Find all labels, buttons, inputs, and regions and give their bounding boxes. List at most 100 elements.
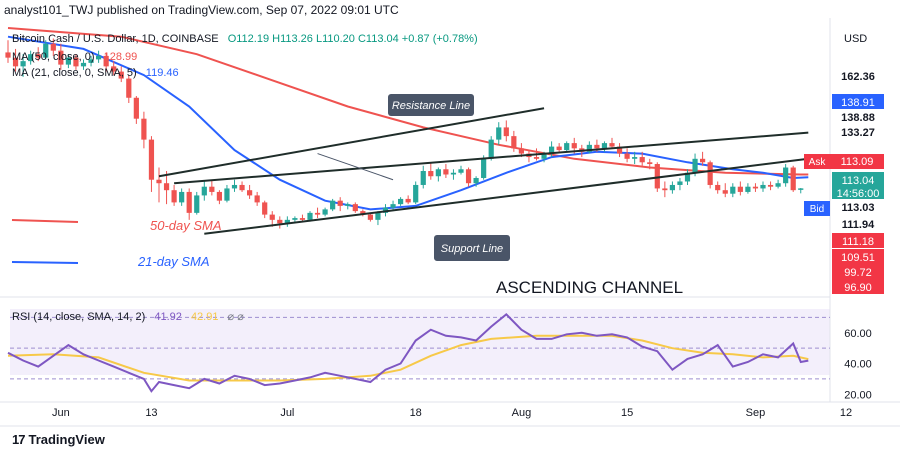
resistance-pointer-line[interactable]: [317, 153, 394, 181]
candle-body: [345, 204, 351, 206]
candle-body: [639, 157, 645, 163]
candle: [345, 202, 351, 210]
candle: [186, 188, 192, 220]
candle: [156, 167, 162, 203]
price-tag-box: [832, 124, 884, 139]
candle-body: [50, 43, 56, 51]
svg-text:Bitcoin Cash / U.S. Dollar, 1D: Bitcoin Cash / U.S. Dollar, 1D, COINBASE…: [12, 33, 478, 45]
candle-body: [337, 200, 343, 206]
candle: [179, 188, 185, 206]
legend-symbol: Bitcoin Cash / U.S. Dollar, 1D, COINBASE: [12, 33, 219, 45]
candle-body: [541, 153, 547, 159]
candle-body: [443, 169, 449, 175]
price-pane[interactable]: [0, 18, 830, 296]
candle: [133, 96, 139, 124]
candle: [367, 212, 373, 222]
tradingview-mark-icon: 17: [12, 432, 26, 447]
candle: [473, 176, 479, 187]
candle-body: [5, 52, 11, 58]
candle-body: [65, 57, 71, 65]
candle-body: [632, 157, 638, 159]
rsi-tick-label: 40.00: [844, 359, 872, 371]
candle-body: [96, 55, 102, 60]
candle-body: [669, 184, 675, 191]
price-tag-box: [832, 199, 884, 214]
candle: [752, 183, 759, 192]
time-axis: Jun 13 Jul 18 Aug 15 Sep 12: [52, 407, 852, 419]
resistance-label-text: Resistance Line: [392, 100, 470, 112]
svg-text:MA (50, close, 0) 128.99: MA (50, close, 0) 128.99: [12, 51, 137, 63]
candle: [5, 40, 11, 63]
candle-body: [28, 54, 34, 62]
candle-body: [435, 169, 441, 177]
price-tag-text: 99.72: [844, 267, 872, 279]
candle-body: [647, 162, 653, 165]
candle: [503, 120, 509, 142]
candle-body: [171, 190, 177, 203]
ma50-line: [7, 27, 809, 176]
price-tag: 113.04: [832, 172, 884, 187]
candle: [624, 148, 630, 163]
candle-body: [481, 158, 487, 178]
candle-body: [398, 198, 404, 205]
support-trendline[interactable]: [204, 157, 809, 235]
ask-bid: Ask 113.09 Bid: [804, 154, 884, 216]
candle-body: [58, 50, 64, 65]
candle: [43, 40, 49, 60]
candle: [767, 181, 774, 191]
price-tag-box: [832, 249, 884, 264]
candle: [586, 141, 592, 154]
candle-body: [103, 55, 109, 67]
ma50-path: [7, 27, 809, 176]
price-tag: 138.91: [832, 94, 884, 109]
price-tag-text: 109.51: [841, 252, 875, 264]
resistance-label[interactable]: Resistance Line: [388, 94, 474, 116]
legend-ma50: MA (50, close, 0): [12, 51, 95, 63]
candle-body: [488, 139, 494, 159]
candle-body: [141, 118, 147, 140]
candle-body: [382, 207, 389, 213]
candle: [775, 179, 781, 189]
candle-body: [330, 200, 336, 210]
tradingview-logo[interactable]: 17 TradingView: [12, 432, 105, 447]
candle: [496, 122, 502, 145]
price-tag: 111.94: [832, 216, 884, 231]
candle-body: [715, 184, 721, 191]
legend-rsi: RSI (14, close, SMA, 14, 2): [12, 311, 145, 323]
candle-body: [314, 212, 321, 215]
bid-label: Bid: [810, 204, 824, 215]
hidden-icon[interactable]: ⌀ ⌀: [228, 311, 245, 323]
price-tag-box: [832, 109, 884, 124]
candle: [103, 52, 109, 72]
candle: [662, 181, 668, 198]
price-tag-text: 113.04: [842, 175, 875, 187]
candle-body: [420, 171, 426, 185]
candle-body: [594, 144, 600, 149]
rsi-lines: [7, 312, 809, 393]
bid-label-box: [804, 201, 830, 216]
candle-body: [692, 158, 698, 173]
candle-body: [798, 188, 804, 190]
candle-body: [700, 158, 706, 163]
legend-ma21: MA (21, close, 0, SMA, 5): [12, 67, 137, 79]
price-tag: 14:56:00: [832, 185, 884, 200]
candle: [360, 209, 366, 217]
candle: [737, 181, 743, 196]
candle: [73, 54, 79, 70]
support-label[interactable]: Support Line: [434, 235, 510, 261]
candle: [428, 162, 434, 180]
candle: [126, 75, 132, 103]
candle: [700, 151, 706, 166]
svg-text:RSI (14, close, SMA, 14, 2): RSI (14, close, SMA, 14, 2) 41.92 42.91 …: [12, 311, 244, 323]
candle: [601, 141, 608, 152]
candle-body: [126, 78, 132, 98]
legend-rsi-value: 41.92: [154, 311, 182, 323]
candle: [398, 197, 404, 206]
candle-body: [375, 212, 381, 220]
candle-body: [745, 186, 751, 192]
price-tag-text: 111.94: [842, 219, 875, 231]
channel-middle-trendline[interactable]: [174, 131, 809, 185]
resistance-trendline[interactable]: [158, 107, 545, 178]
candle-body: [12, 57, 19, 67]
candle-body: [43, 43, 49, 58]
